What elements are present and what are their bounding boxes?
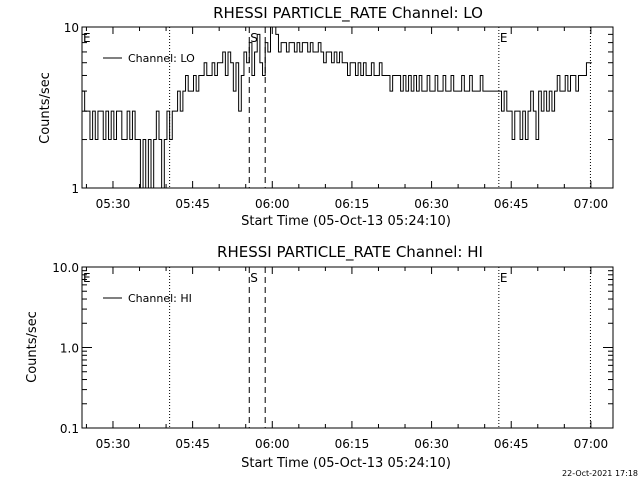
panel-hi: RHESSI PARTICLE_RATE Channel: HI E S E 05:… [25,243,614,471]
y-tick-label: 10.0 [52,261,79,275]
x-tick-label: 05:45 [175,437,210,451]
y-tick-labels: 0.1 1.0 10.0 [52,261,79,436]
legend: Channel: HI [103,292,192,305]
y-axis-label: Counts/sec [38,72,53,144]
chart-title: RHESSI PARTICLE_RATE Channel: HI [217,243,483,262]
y-tick-labels: 1 10 [64,21,79,196]
date-stamp: 22-Oct-2021 17:18 [562,469,638,478]
x-tick-labels: 05:30 05:45 06:00 06:15 06:30 06:45 07:00 [96,437,608,451]
x-tick-label: 06:15 [335,437,370,451]
x-axis-label: Start Time (05-Oct-13 05:24:10) [241,456,451,471]
chart-title: RHESSI PARTICLE_RATE Channel: LO [213,4,483,23]
marker-label: E [500,31,508,45]
x-tick-label: 06:45 [494,437,529,451]
axes-frame [81,26,614,189]
y-axis-label: Counts/sec [25,311,40,383]
x-tick-label: 06:00 [255,437,290,451]
x-tick-label: 05:45 [175,197,210,211]
marker-label: E [83,271,91,285]
y-tick-label: 1.0 [60,342,79,356]
y-tick-label: 1 [71,182,79,196]
panel-lo: RHESSI PARTICLE_RATE Channel: LO E S E 05:… [38,4,614,229]
x-tick-label: 06:45 [494,197,529,211]
marker-label: E [500,271,508,285]
x-tick-label: 06:30 [414,437,449,451]
x-tick-label: 06:30 [414,197,449,211]
legend-entry-label: Channel: HI [128,292,192,305]
x-tick-label: 06:15 [335,197,370,211]
marker-label: E [83,31,91,45]
legend-entry-label: Channel: LO [128,52,195,65]
marker-label: S [250,31,258,45]
marker-label: S [250,271,258,285]
x-tick-label: 07:00 [574,197,609,211]
legend: Channel: LO [103,52,195,65]
x-tick-labels: 05:30 05:45 06:00 06:15 06:30 06:45 07:00 [96,197,608,211]
x-tick-label: 07:00 [574,437,609,451]
x-tick-label: 06:00 [255,197,290,211]
y-tick-label: 10 [64,21,79,35]
x-axis-label: Start Time (05-Oct-13 05:24:10) [241,214,451,229]
x-tick-label: 05:30 [96,197,131,211]
y-tick-label: 0.1 [60,422,79,436]
x-tick-label: 05:30 [96,437,131,451]
series-line [82,26,592,189]
